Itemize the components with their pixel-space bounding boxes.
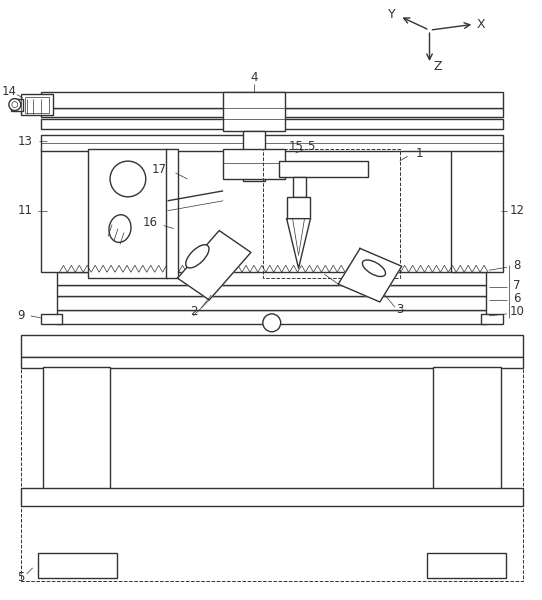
Bar [279,161,368,177]
Text: Y: Y [388,8,396,21]
Text: 6: 6 [513,292,520,305]
Text: 9: 9 [17,310,24,322]
Bar [37,553,117,578]
Bar [21,94,53,115]
Bar [293,177,306,197]
Ellipse shape [363,260,385,277]
Polygon shape [287,218,311,268]
Polygon shape [338,248,402,302]
Bar [223,92,285,131]
Text: Z: Z [433,61,442,73]
Bar [41,149,92,272]
Text: 2: 2 [190,305,197,319]
Bar [166,149,178,278]
Bar [11,98,23,110]
Ellipse shape [186,245,209,268]
Bar [41,314,62,324]
Text: X: X [477,18,486,31]
Bar [88,149,167,278]
Bar [21,356,522,368]
Text: 1: 1 [416,146,423,160]
Text: 4: 4 [250,71,257,84]
Bar [57,310,486,324]
Bar [57,296,486,310]
Bar [21,335,522,356]
Circle shape [12,101,18,107]
Text: 14: 14 [2,85,16,98]
Bar [41,119,503,130]
Bar [451,149,503,272]
Bar [21,488,522,506]
Bar [41,92,503,107]
Text: 5: 5 [307,140,314,153]
Bar [287,197,311,218]
Text: 11: 11 [17,204,32,217]
Bar [41,136,503,151]
Circle shape [110,161,146,197]
Bar [481,314,503,324]
Text: 12: 12 [509,204,524,217]
Text: 7: 7 [513,278,520,292]
Bar [427,553,506,578]
Ellipse shape [109,215,131,242]
Bar [434,367,501,496]
Bar [43,367,110,496]
Text: 13: 13 [17,135,32,148]
Bar [21,335,522,581]
Text: 5: 5 [17,571,24,584]
Bar [25,97,49,113]
Text: 8: 8 [513,259,520,272]
Bar [57,272,486,285]
Text: 16: 16 [142,216,157,229]
Text: 3: 3 [396,304,403,316]
Text: 10: 10 [509,305,524,319]
Polygon shape [178,230,251,300]
Bar [263,149,400,278]
Bar [41,107,503,118]
Text: 17: 17 [152,163,167,176]
Circle shape [9,98,21,110]
Bar [223,149,285,179]
Circle shape [263,314,281,332]
Bar [57,285,486,296]
Bar [243,131,265,181]
Text: 15: 15 [289,140,304,153]
